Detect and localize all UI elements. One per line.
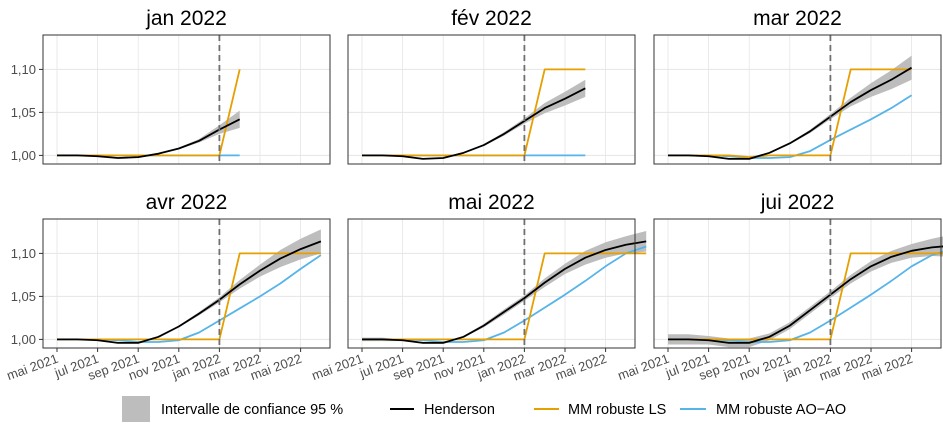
- panel-border: [653, 34, 942, 165]
- x-tick-label: mai 2021: [310, 351, 365, 383]
- ci-band: [57, 229, 321, 343]
- henderson-line: [668, 245, 943, 344]
- panel-border: [42, 218, 331, 349]
- y-tick-label: 1,05: [11, 289, 36, 304]
- henderson-line: [57, 240, 322, 344]
- ls-line: [668, 252, 943, 341]
- ls-line: [57, 252, 321, 341]
- panel-2: fév 2022: [347, 7, 636, 165]
- panel-title: mar 2022: [753, 7, 842, 30]
- ci-band: [362, 231, 647, 344]
- panel-3: mar 2022: [653, 7, 942, 165]
- panel-1: jan 2022 1,00 1,05 1,10: [11, 7, 331, 165]
- legend-label-ci: Intervalle de confiance 95 %: [161, 402, 343, 418]
- aoao-line: [362, 245, 647, 343]
- panel-title: avr 2022: [146, 191, 228, 214]
- legend: Intervalle de confiance 95 % Henderson M…: [122, 396, 846, 422]
- ci-band: [362, 79, 586, 159]
- panel-title: mai 2022: [448, 191, 534, 214]
- henderson-line: [668, 66, 913, 160]
- panel-border: [347, 218, 636, 349]
- panel-title: jui 2022: [760, 191, 835, 214]
- panel-title: fév 2022: [451, 7, 532, 30]
- panels-layer: jan 2022 1,00 1,05 1,10 fév 2022 mar 2022 avr …: [5, 7, 943, 384]
- y-tick-label: 1,05: [11, 105, 36, 120]
- aoao-line: [57, 254, 322, 343]
- legend-label-henderson: Henderson: [424, 402, 495, 418]
- y-tick-label: 1,10: [11, 246, 36, 261]
- x-tick-label: mai 2021: [5, 351, 60, 383]
- aoao-line: [668, 250, 943, 343]
- henderson-line: [362, 87, 586, 160]
- panel-border: [347, 34, 636, 165]
- y-tick-label: 1,10: [11, 62, 36, 77]
- legend-key-ci: [122, 396, 150, 422]
- legend-label-aoao: MM robuste AO−AO: [716, 402, 846, 418]
- panel-border: [653, 218, 942, 349]
- y-tick-label: 1,00: [11, 332, 36, 347]
- x-tick-label: mai 2021: [616, 351, 671, 383]
- legend-label-ls: MM robuste LS: [568, 402, 666, 418]
- ci-band: [668, 236, 943, 348]
- henderson-line: [57, 118, 241, 159]
- panel-border: [42, 34, 331, 165]
- henderson-line: [362, 240, 647, 344]
- panel-title: jan 2022: [145, 7, 227, 30]
- y-tick-label: 1,00: [11, 148, 36, 163]
